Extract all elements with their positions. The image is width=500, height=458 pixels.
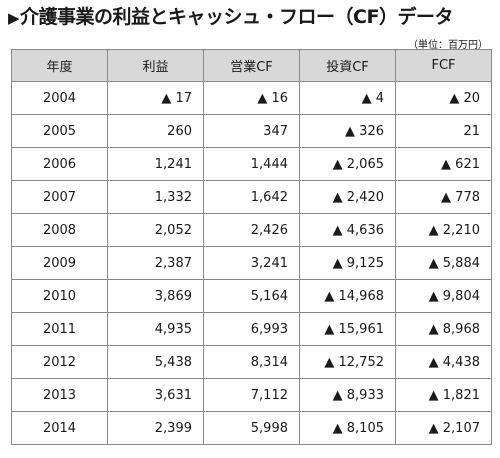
year-cell: 2008: [11, 213, 108, 247]
year-cell: 2014: [11, 411, 108, 445]
operating-cf-cell: 5,164: [203, 279, 300, 313]
profit-cell: 2,399: [107, 411, 204, 445]
table-row: 2011 4,935 6,993 ▲ 15,961 ▲ 8,968: [11, 312, 492, 346]
header-operating-cf: 営業CF: [203, 49, 300, 82]
operating-cf-cell: 3,241: [203, 246, 300, 280]
operating-cf-cell: 1,642: [203, 180, 300, 214]
header-year: 年度: [11, 49, 108, 82]
operating-cf-cell: 7,112: [203, 378, 300, 412]
fcf-cell: ▲ 2,107: [395, 411, 492, 445]
profit-cell: 260: [107, 114, 204, 148]
investing-cf-cell: ▲ 2,420: [299, 180, 396, 214]
cash-flow-table: 年度 利益 営業CF 投資CF FCF 2004 ▲ 17 ▲ 16 ▲ 4 ▲ 20 2…: [11, 49, 492, 445]
table-row: 2013 3,631 7,112 ▲ 8,933 ▲ 1,821: [11, 378, 492, 412]
table-row: 2010 3,869 5,164 ▲ 14,968 ▲ 9,804: [11, 279, 492, 313]
title-text: 介護事業の利益とキャッシュ・フロー（CF）データ: [20, 6, 453, 28]
year-cell: 2007: [11, 180, 108, 214]
table-row: 2008 2,052 2,426 ▲ 4,636 ▲ 2,210: [11, 213, 492, 247]
header-investing-cf: 投資CF: [299, 49, 396, 82]
fcf-cell: ▲ 8,968: [395, 312, 492, 346]
fcf-cell: ▲ 778: [395, 180, 492, 214]
fcf-cell: 21: [395, 114, 492, 148]
investing-cf-cell: ▲ 326: [299, 114, 396, 148]
investing-cf-cell: ▲ 8,105: [299, 411, 396, 445]
profit-cell: 2,387: [107, 246, 204, 280]
operating-cf-cell: 5,998: [203, 411, 300, 445]
table-row: 2004 ▲ 17 ▲ 16 ▲ 4 ▲ 20: [11, 81, 492, 115]
investing-cf-cell: ▲ 2,065: [299, 147, 396, 181]
investing-cf-cell: ▲ 12,752: [299, 345, 396, 379]
fcf-cell: ▲ 621: [395, 147, 492, 181]
unit-note: （単位：百万円）: [408, 40, 488, 51]
header-fcf: FCF: [395, 49, 492, 82]
fcf-cell: ▲ 1,821: [395, 378, 492, 412]
page-title: ▶介護事業の利益とキャッシュ・フロー（CF）データ: [8, 5, 453, 30]
table-row: 2009 2,387 3,241 ▲ 9,125 ▲ 5,884: [11, 246, 492, 280]
operating-cf-cell: 2,426: [203, 213, 300, 247]
fcf-cell: ▲ 20: [395, 81, 492, 115]
fcf-cell: ▲ 5,884: [395, 246, 492, 280]
operating-cf-cell: ▲ 16: [203, 81, 300, 115]
header-profit: 利益: [107, 49, 204, 82]
profit-cell: 5,438: [107, 345, 204, 379]
profit-cell: 2,052: [107, 213, 204, 247]
investing-cf-cell: ▲ 8,933: [299, 378, 396, 412]
year-cell: 2011: [11, 312, 108, 346]
operating-cf-cell: 347: [203, 114, 300, 148]
year-cell: 2005: [11, 114, 108, 148]
year-cell: 2013: [11, 378, 108, 412]
investing-cf-cell: ▲ 4,636: [299, 213, 396, 247]
profit-cell: ▲ 17: [107, 81, 204, 115]
year-cell: 2006: [11, 147, 108, 181]
year-cell: 2004: [11, 81, 108, 115]
profit-cell: 1,332: [107, 180, 204, 214]
table-row: 2007 1,332 1,642 ▲ 2,420 ▲ 778: [11, 180, 492, 214]
operating-cf-cell: 8,314: [203, 345, 300, 379]
profit-cell: 3,869: [107, 279, 204, 313]
table-row: 2012 5,438 8,314 ▲ 12,752 ▲ 4,438: [11, 345, 492, 379]
investing-cf-cell: ▲ 14,968: [299, 279, 396, 313]
table-row: 2005 260 347 ▲ 326 21: [11, 114, 492, 148]
profit-cell: 3,631: [107, 378, 204, 412]
triangle-marker-icon: ▶: [8, 9, 20, 27]
table-header-row: 年度 利益 営業CF 投資CF FCF: [11, 49, 492, 82]
year-cell: 2010: [11, 279, 108, 313]
operating-cf-cell: 6,993: [203, 312, 300, 346]
table-row: 2014 2,399 5,998 ▲ 8,105 ▲ 2,107: [11, 411, 492, 445]
profit-cell: 4,935: [107, 312, 204, 346]
table-row: 2006 1,241 1,444 ▲ 2,065 ▲ 621: [11, 147, 492, 181]
investing-cf-cell: ▲ 15,961: [299, 312, 396, 346]
investing-cf-cell: ▲ 9,125: [299, 246, 396, 280]
investing-cf-cell: ▲ 4: [299, 81, 396, 115]
table-body: 2004 ▲ 17 ▲ 16 ▲ 4 ▲ 20 2005 260 347 ▲ 326 21 2006…: [11, 81, 492, 445]
year-cell: 2012: [11, 345, 108, 379]
fcf-cell: ▲ 2,210: [395, 213, 492, 247]
profit-cell: 1,241: [107, 147, 204, 181]
fcf-cell: ▲ 4,438: [395, 345, 492, 379]
year-cell: 2009: [11, 246, 108, 280]
fcf-cell: ▲ 9,804: [395, 279, 492, 313]
operating-cf-cell: 1,444: [203, 147, 300, 181]
